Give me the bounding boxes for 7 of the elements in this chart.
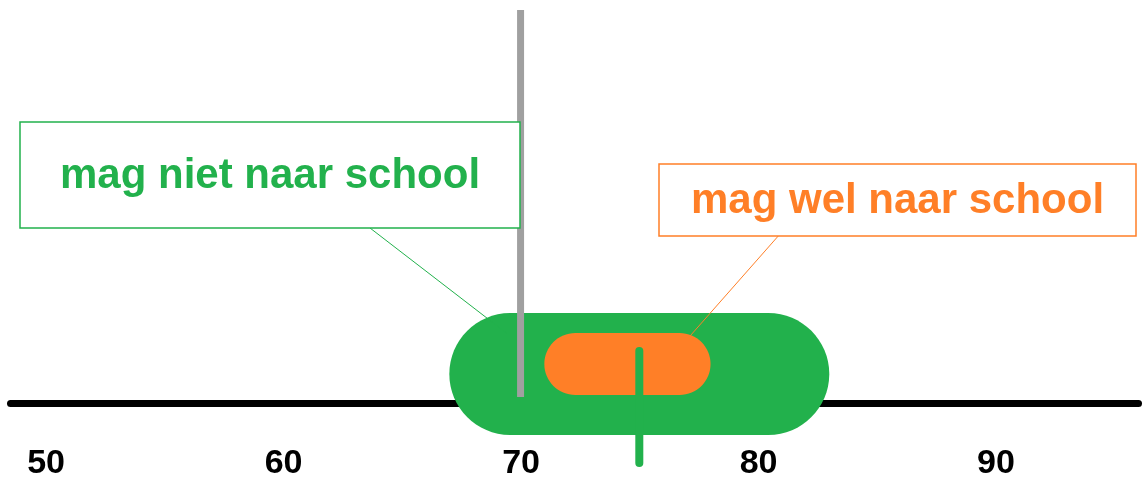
text: mag wel naar school (690, 175, 1105, 222)
x-tick-label: 90 (977, 441, 1015, 480)
x-tick-label: 70 (502, 441, 540, 480)
x-tick-label: 50 (27, 441, 66, 480)
x-tick-label: 60 (264, 441, 303, 480)
text: mag niet naar school (59, 150, 481, 197)
x-tick-label: 80 (739, 441, 778, 480)
